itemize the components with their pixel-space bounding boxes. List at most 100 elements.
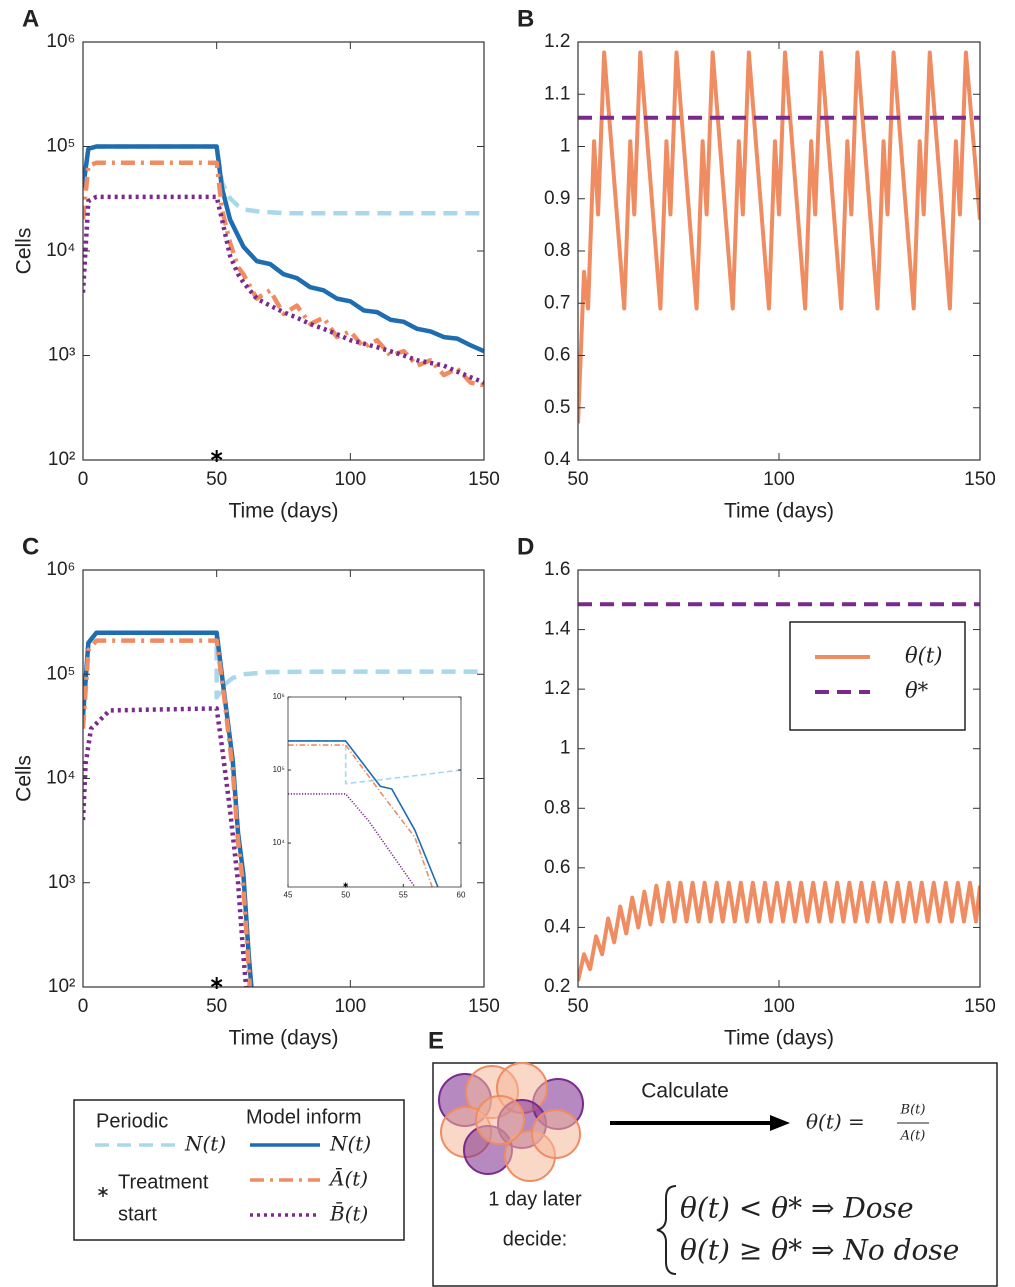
x-tick-label: 50	[567, 996, 588, 1017]
x-tick-label: 50	[341, 891, 350, 900]
y-tick-label: 10⁵	[46, 663, 75, 684]
y-tick-label: 10⁵	[273, 765, 285, 774]
x-tick-label: 45	[284, 891, 293, 900]
brace	[656, 1185, 677, 1275]
x-axis-label: Time (days)	[228, 1027, 338, 1050]
y-tick-label: 0.8	[544, 797, 570, 818]
arrow-label: Calculate	[641, 1080, 729, 1103]
y-tick-label: 1	[560, 136, 571, 157]
x-tick-label: 150	[964, 469, 996, 490]
legend-label: θ*	[905, 679, 929, 703]
y-tick-label: 1.6	[544, 559, 570, 580]
x-tick-label: 150	[964, 996, 996, 1017]
series-line	[83, 638, 252, 987]
inset-background	[288, 697, 461, 887]
series-line	[288, 744, 433, 887]
x-tick-label: 0	[78, 996, 89, 1017]
y-tick-label: 10³	[48, 345, 75, 366]
x-tick-label: 60	[457, 891, 466, 900]
y-tick-label: 10²	[48, 976, 75, 997]
x-axis-label: Time (days)	[724, 1027, 834, 1050]
x-tick-label: 100	[763, 469, 795, 490]
legend-treatment: start	[118, 1203, 157, 1225]
cell	[531, 1109, 581, 1159]
cell	[475, 1095, 525, 1145]
rule: θ(t) ≥ θ* ⇒ No dose	[680, 1234, 959, 1267]
legend-frame	[789, 621, 966, 731]
y-axis-label: Cells	[13, 755, 36, 802]
x-tick-label: 100	[763, 996, 795, 1017]
x-tick-label: 150	[468, 469, 500, 490]
y-tick-label: 10²	[48, 449, 75, 470]
x-tick-label: 100	[334, 469, 366, 490]
y-tick-label: 0.6	[544, 345, 570, 366]
chart-panel: 50 100 150 0.2 0.4 0.6 0.8 1 1.2 1.4 1.6 Time (days…	[517, 533, 996, 1049]
legend-label: θ(t)	[905, 644, 942, 668]
x-tick-label: 50	[206, 469, 227, 490]
legend-label: B̄(t)	[329, 1201, 368, 1226]
series-line	[288, 793, 416, 887]
y-tick-label: 10⁵	[46, 136, 75, 157]
series-line	[578, 880, 980, 982]
y-tick-label: 1.4	[544, 619, 571, 640]
y-tick-label: 10³	[48, 872, 75, 893]
chart-panel: 50 100 150 0.4 0.5 0.6 0.7 0.8 0.9 1 1.1 1.2 Time (d…	[517, 5, 996, 522]
y-tick-label: 0.9	[544, 188, 570, 209]
y-axis-label: Cells	[13, 228, 36, 275]
panel-label: A	[22, 5, 39, 32]
panel-label: B	[517, 5, 534, 32]
legend-group: Periodic	[96, 1110, 168, 1132]
x-tick-label: 50	[206, 996, 227, 1017]
y-tick-label: 10⁴	[46, 240, 75, 261]
legend-group: Model inform	[246, 1106, 362, 1128]
formula: θ(t) =	[806, 1110, 865, 1134]
series-line	[83, 194, 484, 385]
panel-e: E Calculate θ(t) = B(t) A(t) 1 day later…	[428, 1027, 998, 1287]
x-axis-label: Time (days)	[724, 500, 834, 523]
treatment-marker	[210, 450, 223, 462]
series-line	[288, 740, 439, 887]
y-tick-label: 0.7	[544, 292, 570, 313]
y-tick-label: 1.1	[544, 83, 570, 104]
rule: θ(t) < θ* ⇒ Dose	[680, 1192, 914, 1225]
arrow-head	[770, 1115, 790, 1131]
y-tick-label: 0.2	[544, 976, 570, 997]
formula-numerator: B(t)	[900, 1103, 926, 1118]
x-tick-label: 50	[567, 469, 588, 490]
x-tick-label: 100	[334, 996, 366, 1017]
chart-panel: 0 50 100 150 10² 10³ 10⁴ 10⁵ 10⁶ Time (days) Cells…	[13, 5, 500, 522]
legend-box: Periodic Model inform Treatment start	[73, 1099, 405, 1241]
x-axis-label: Time (days)	[228, 500, 338, 523]
y-tick-label: 1	[560, 738, 571, 759]
legend-label: N(t)	[329, 1132, 371, 1156]
y-tick-label: 0.8	[544, 240, 570, 261]
x-tick-label: 0	[78, 469, 89, 490]
cell-cluster	[438, 1062, 584, 1182]
axes-frame	[287, 696, 462, 888]
treatment-marker	[343, 882, 349, 888]
panel-label: C	[22, 533, 39, 560]
y-tick-label: 1.2	[544, 31, 570, 52]
legend-label: Ā(t)	[328, 1167, 368, 1191]
y-tick-label: 10⁴	[46, 768, 75, 789]
treatment-marker	[210, 977, 223, 989]
y-tick-label: 0.4	[544, 449, 571, 470]
formula-denominator: A(t)	[900, 1129, 926, 1144]
panel-label: D	[517, 533, 534, 560]
legend-label: N(t)	[184, 1132, 226, 1156]
series-line	[83, 144, 484, 354]
y-tick-label: 10⁶	[46, 31, 75, 52]
note: decide:	[503, 1228, 568, 1250]
y-tick-label: 10⁶	[46, 559, 75, 580]
legend-frame	[73, 1099, 405, 1241]
note: 1 day later	[488, 1188, 582, 1210]
y-tick-label: 10⁴	[272, 838, 285, 847]
legend-treatment: Treatment	[118, 1171, 209, 1193]
y-tick-label: 0.6	[544, 857, 570, 878]
legend-asterisk	[98, 1187, 108, 1197]
y-tick-label: 0.4	[544, 916, 571, 937]
y-tick-label: 1.2	[544, 678, 570, 699]
series-line	[578, 50, 980, 424]
inset-chart: 45 50 55 60 10⁴ 10⁵ 10⁶	[272, 692, 466, 899]
